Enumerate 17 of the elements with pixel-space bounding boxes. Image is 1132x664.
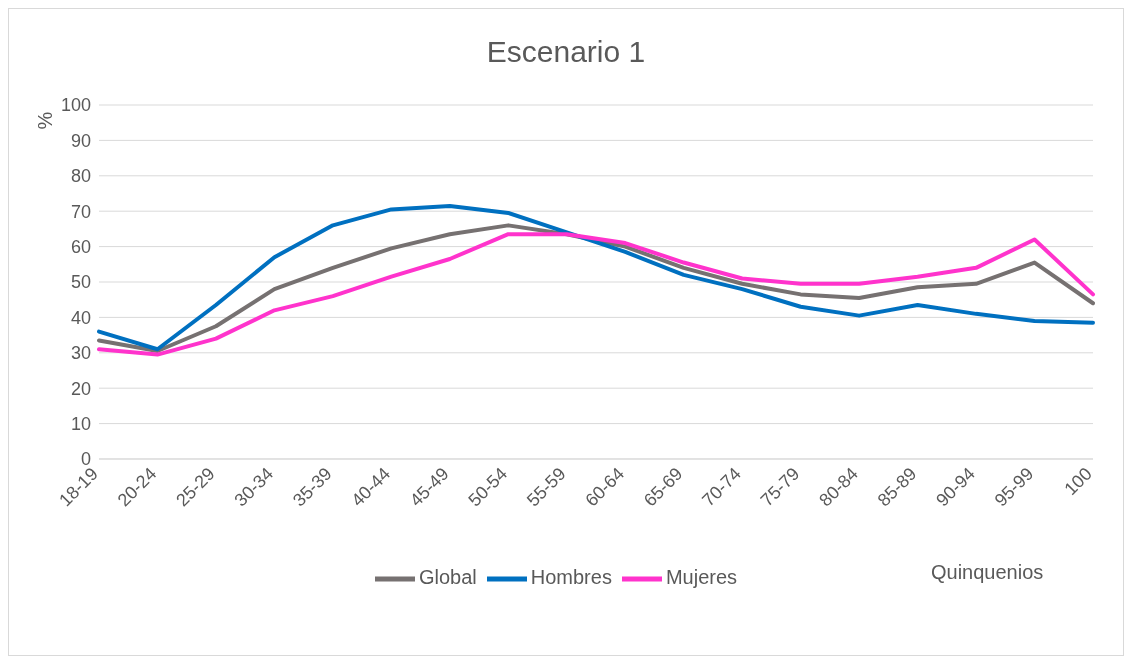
y-tick-label: 10 (70, 413, 91, 434)
y-tick-label: 70 (70, 201, 91, 222)
x-axis-title: Quinquenios (931, 561, 1044, 584)
y-tick-label: 80 (70, 166, 91, 187)
y-tick-label: 20 (70, 378, 91, 399)
y-tick-label: 50 (70, 272, 91, 293)
x-tick-label: 100 (1060, 463, 1096, 500)
y-tick-label: 100 (60, 95, 91, 116)
legend-label: Global (418, 566, 477, 589)
y-tick-label: 90 (70, 130, 91, 151)
y-axis-title: % (34, 111, 58, 130)
y-tick-label: 40 (70, 307, 91, 328)
legend-label: Mujeres (665, 566, 738, 589)
y-tick-label: 60 (70, 236, 91, 257)
chart-title: Escenario 1 (485, 35, 647, 69)
legend-label: Hombres (530, 566, 612, 589)
y-tick-label: 30 (70, 343, 91, 364)
